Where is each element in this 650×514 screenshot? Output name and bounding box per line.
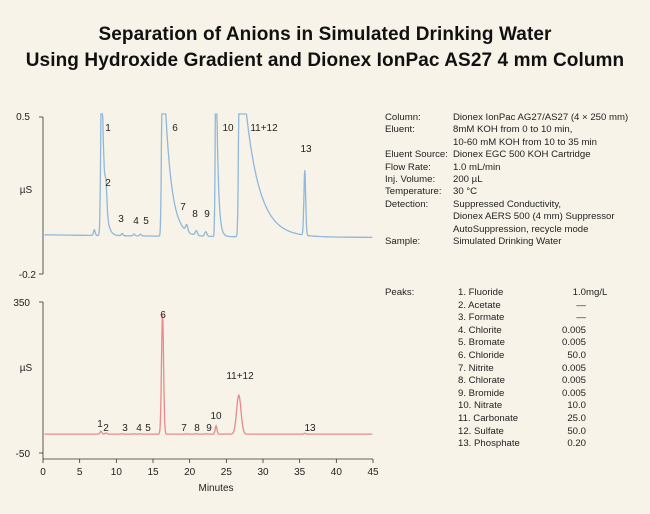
peak-name: 12. Sulfate bbox=[458, 425, 504, 437]
x-axis-label: Minutes bbox=[198, 483, 233, 494]
top-peak-label-9: 9 bbox=[204, 209, 210, 220]
condition-label: Eluent Source: bbox=[385, 149, 448, 161]
bottom-peak-label-11+12: 11+12 bbox=[226, 371, 254, 382]
bottom-peak-label-1: 1 bbox=[97, 419, 103, 430]
peak-name: 11. Carbonate bbox=[458, 413, 519, 424]
bottom-peak-label-7: 7 bbox=[181, 423, 187, 434]
peak-amount: 1.0 bbox=[572, 287, 586, 298]
peak-amount: 0.005 bbox=[561, 362, 586, 374]
x-tick-label: 10 bbox=[111, 467, 123, 478]
figure-title-line-2: Using Hydroxide Gradient and Dionex IonP… bbox=[25, 50, 625, 71]
top-y-tick-label: -0.2 bbox=[19, 270, 37, 281]
peaks-heading: Peaks: bbox=[385, 287, 415, 298]
peak-unit: mg/L bbox=[586, 287, 608, 298]
x-tick-label: 30 bbox=[257, 467, 269, 478]
condition-value: 200 µL bbox=[453, 174, 483, 185]
top-peak-label-2: 2 bbox=[105, 178, 111, 189]
condition-label: Eluent: bbox=[385, 124, 415, 136]
condition-value: 10-60 mM KOH from 10 to 35 min bbox=[453, 136, 597, 148]
top-peak-label-6: 6 bbox=[172, 123, 178, 134]
top-peak-label-5: 5 bbox=[143, 216, 149, 227]
peak-name: 10. Nitrate bbox=[458, 400, 503, 412]
condition-label: Detection: bbox=[385, 198, 429, 210]
peak-amount: 0.005 bbox=[561, 375, 586, 387]
peak-amount: 0.005 bbox=[561, 324, 586, 336]
condition-label: Inj. Volume: bbox=[385, 174, 436, 185]
top-peak-label-4: 4 bbox=[133, 216, 139, 227]
top-peak-label-1: 1 bbox=[105, 123, 111, 134]
x-tick-label: 0 bbox=[40, 467, 46, 478]
peak-name: 4. Chlorite bbox=[458, 324, 502, 336]
peak-amount: 50.0 bbox=[567, 425, 586, 437]
peak-amount: — bbox=[576, 299, 586, 311]
bottom-peak-label-9: 9 bbox=[206, 423, 212, 434]
x-tick-label: 35 bbox=[294, 467, 306, 478]
condition-label: Column: bbox=[385, 112, 421, 123]
peak-name: 3. Formate bbox=[458, 312, 505, 324]
peak-name: 2. Acetate bbox=[458, 299, 501, 311]
x-tick-label: 40 bbox=[331, 467, 343, 478]
peak-name: 13. Phosphate bbox=[458, 438, 520, 450]
condition-label: Flow Rate: bbox=[385, 161, 431, 173]
x-tick-label: 15 bbox=[147, 467, 159, 478]
condition-label: Temperature: bbox=[385, 186, 442, 198]
peak-name: 5. Bromate bbox=[458, 337, 505, 349]
peak-amount: 10.0 bbox=[567, 400, 586, 412]
condition-value: Dionex AERS 500 (4 mm) Suppressor bbox=[453, 211, 615, 223]
bottom-trace-line bbox=[44, 314, 373, 435]
bottom-y-axis-label: µS bbox=[20, 363, 33, 374]
condition-value: Dionex IonPac AG27/AS27 (4 × 250 mm) bbox=[453, 112, 629, 123]
bottom-peak-label-8: 8 bbox=[194, 423, 200, 434]
condition-value: 1.0 mL/min bbox=[453, 161, 501, 173]
bottom-peak-label-2: 2 bbox=[103, 423, 109, 434]
peak-name: 9. Bromide bbox=[458, 387, 505, 399]
top-peak-label-13: 13 bbox=[300, 144, 312, 155]
x-tick-label: 25 bbox=[221, 467, 233, 478]
x-tick-label: 20 bbox=[184, 467, 196, 478]
bottom-peak-label-10: 10 bbox=[210, 411, 222, 422]
peak-name: 6. Chloride bbox=[458, 350, 505, 361]
bottom-y-tick-label: -50 bbox=[16, 449, 31, 460]
peak-name: 7. Nitrite bbox=[458, 362, 494, 374]
top-peak-label-7: 7 bbox=[180, 202, 186, 213]
top-trace-line bbox=[44, 113, 373, 238]
top-peak-label-3: 3 bbox=[118, 214, 124, 225]
top-peak-label-11+12: 11+12 bbox=[250, 123, 278, 134]
condition-value: Suppressed Conductivity, bbox=[453, 198, 562, 210]
condition-label: Sample: bbox=[385, 236, 421, 247]
top-peak-label-10: 10 bbox=[222, 123, 234, 134]
peak-amount: 0.005 bbox=[561, 387, 586, 399]
condition-value: 8mM KOH from 0 to 10 min, bbox=[453, 124, 573, 136]
x-tick-label: 45 bbox=[367, 467, 379, 478]
x-tick-label: 5 bbox=[77, 467, 83, 478]
peak-name: 8. Chlorate bbox=[458, 375, 505, 387]
peak-amount: — bbox=[576, 312, 586, 324]
figure-title-line-1: Separation of Anions in Simulated Drinki… bbox=[98, 24, 552, 45]
peak-amount: 25.0 bbox=[567, 413, 586, 424]
bottom-peak-label-6: 6 bbox=[160, 310, 166, 321]
condition-value: AutoSuppression, recycle mode bbox=[453, 223, 589, 235]
peak-name: 1. Fluoride bbox=[458, 287, 504, 298]
peak-amount: 0.005 bbox=[561, 337, 586, 349]
bottom-peak-label-5: 5 bbox=[145, 423, 151, 434]
condition-value: Dionex EGC 500 KOH Cartridge bbox=[453, 149, 591, 161]
bottom-peak-label-13: 13 bbox=[304, 423, 316, 434]
bottom-peak-label-4: 4 bbox=[136, 423, 142, 434]
top-y-axis-label: µS bbox=[20, 185, 33, 196]
condition-value: Simulated Drinking Water bbox=[453, 236, 562, 247]
bottom-peak-label-3: 3 bbox=[122, 423, 128, 434]
bottom-y-tick-label: 350 bbox=[13, 298, 30, 309]
top-y-tick-label: 0.5 bbox=[16, 112, 30, 123]
top-peak-label-8: 8 bbox=[192, 209, 198, 220]
peak-amount: 50.0 bbox=[567, 350, 586, 361]
condition-value: 30 °C bbox=[453, 186, 478, 198]
peak-amount: 0.20 bbox=[567, 438, 586, 450]
